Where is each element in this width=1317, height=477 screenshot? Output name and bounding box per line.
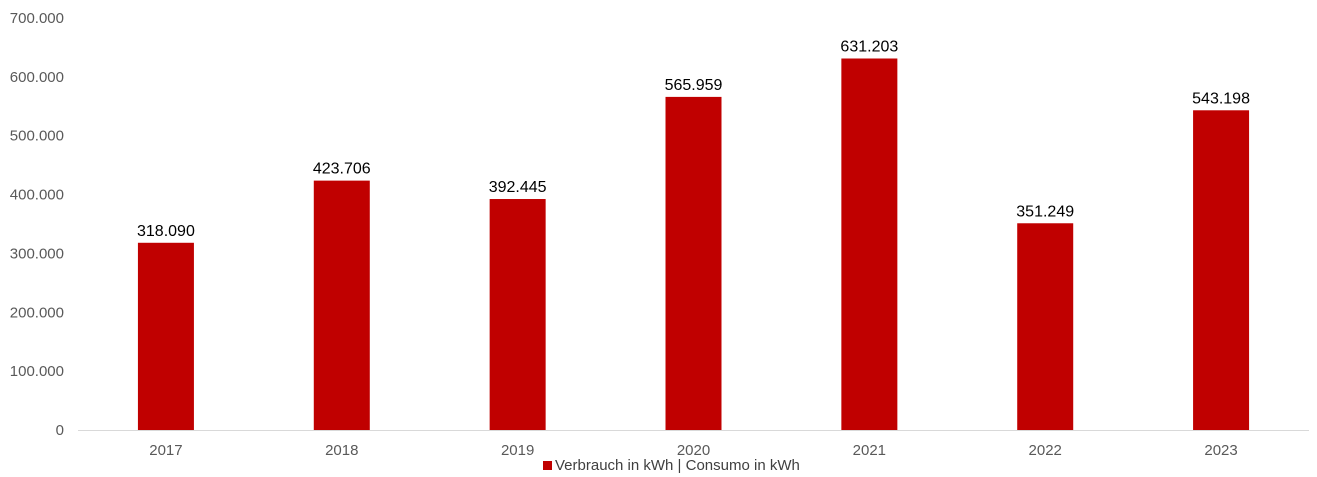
x-tick-label: 2018 [325,442,358,459]
bar [1017,223,1074,430]
y-tick-label: 300.000 [10,245,64,262]
x-tick-label: 2023 [1204,442,1237,459]
bar [489,199,546,430]
bar [1193,110,1250,430]
bar [313,180,370,430]
bar [137,242,194,430]
legend: Verbrauch in kWh | Consumo in kWh [543,457,800,474]
data-label: 631.203 [840,38,898,55]
legend-label: Verbrauch in kWh | Consumo in kWh [555,457,800,474]
x-tick-label: 2019 [501,442,534,459]
bar [665,96,722,430]
data-label: 423.706 [313,161,371,178]
y-tick-label: 400.000 [10,187,64,204]
y-tick-label: 500.000 [10,128,64,145]
y-axis: 0 100.000 200.000 300.000 400.000 500.000 600.… [10,10,64,439]
data-label: 351.249 [1016,203,1074,220]
data-label: 543.198 [1192,90,1250,107]
x-tick-label: 2021 [853,442,886,459]
x-tick-label: 2020 [677,442,710,459]
bar [841,58,898,431]
data-label: 392.445 [489,179,547,196]
x-tick-label: 2017 [149,442,182,459]
y-tick-label: 100.000 [10,363,64,380]
y-tick-label: 200.000 [10,304,64,321]
data-labels: 318.090 423.706 392.445 565.959 631.203 351.2… [137,38,1250,239]
data-label: 565.959 [665,77,723,94]
x-axis: 2017 2018 2019 2020 2021 2022 2023 [149,442,1238,459]
y-tick-label: 0 [56,422,64,439]
y-tick-label: 600.000 [10,69,64,86]
data-label: 318.090 [137,223,195,240]
y-tick-label: 700.000 [10,10,64,27]
legend-swatch [543,461,552,470]
bars [137,58,1250,431]
x-tick-label: 2022 [1029,442,1062,459]
